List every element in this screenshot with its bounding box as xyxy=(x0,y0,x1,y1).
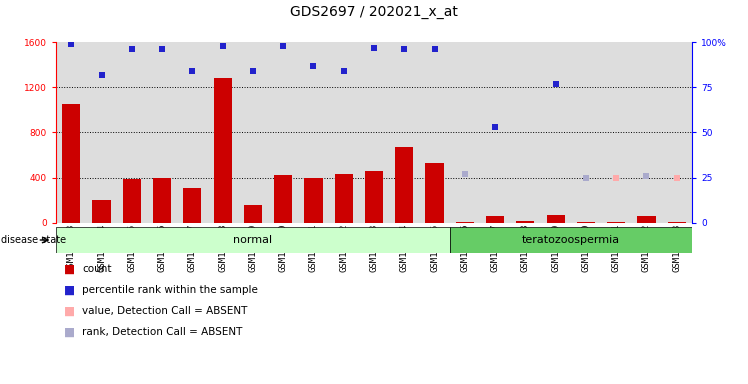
Bar xyxy=(577,222,595,223)
Point xyxy=(368,45,380,51)
Bar xyxy=(56,227,450,253)
Bar xyxy=(668,222,686,223)
Point xyxy=(126,46,138,53)
Point xyxy=(640,173,652,179)
Text: normal: normal xyxy=(233,235,272,245)
Bar xyxy=(486,216,504,223)
Bar xyxy=(62,104,80,223)
Point xyxy=(278,43,289,49)
Text: GDS2697 / 202021_x_at: GDS2697 / 202021_x_at xyxy=(290,5,458,19)
Point xyxy=(156,46,168,53)
Text: ■: ■ xyxy=(64,262,75,275)
Bar xyxy=(607,222,625,223)
Bar xyxy=(426,163,444,223)
Text: rank, Detection Call = ABSENT: rank, Detection Call = ABSENT xyxy=(82,327,242,337)
Text: count: count xyxy=(82,264,111,274)
Point xyxy=(671,174,683,181)
Point xyxy=(580,174,592,181)
Bar xyxy=(637,216,655,223)
Text: ■: ■ xyxy=(64,283,75,296)
Bar xyxy=(304,177,322,223)
Bar xyxy=(547,215,565,223)
Bar xyxy=(395,147,414,223)
Text: percentile rank within the sample: percentile rank within the sample xyxy=(82,285,258,295)
Bar xyxy=(334,174,353,223)
Point xyxy=(429,46,441,53)
Bar xyxy=(213,78,232,223)
Bar xyxy=(183,188,201,223)
Bar xyxy=(450,227,692,253)
Text: value, Detection Call = ABSENT: value, Detection Call = ABSENT xyxy=(82,306,248,316)
Bar xyxy=(274,175,292,223)
Point xyxy=(65,41,77,47)
Point xyxy=(307,63,319,69)
Point xyxy=(96,72,108,78)
Point xyxy=(610,174,622,181)
Text: ■: ■ xyxy=(64,305,75,318)
Point xyxy=(217,43,229,49)
Point xyxy=(247,68,259,74)
Bar xyxy=(244,205,262,223)
Text: teratozoospermia: teratozoospermia xyxy=(522,235,620,245)
Point xyxy=(550,81,562,87)
Bar xyxy=(153,178,171,223)
Bar xyxy=(516,221,535,223)
Point xyxy=(338,68,350,74)
Text: ■: ■ xyxy=(64,326,75,339)
Point xyxy=(489,124,501,130)
Bar xyxy=(93,200,111,223)
Bar xyxy=(365,171,383,223)
Point xyxy=(398,46,410,53)
Bar xyxy=(456,222,474,223)
Bar xyxy=(123,179,141,223)
Point xyxy=(459,171,470,177)
Text: disease state: disease state xyxy=(1,235,66,245)
Point xyxy=(186,68,198,74)
